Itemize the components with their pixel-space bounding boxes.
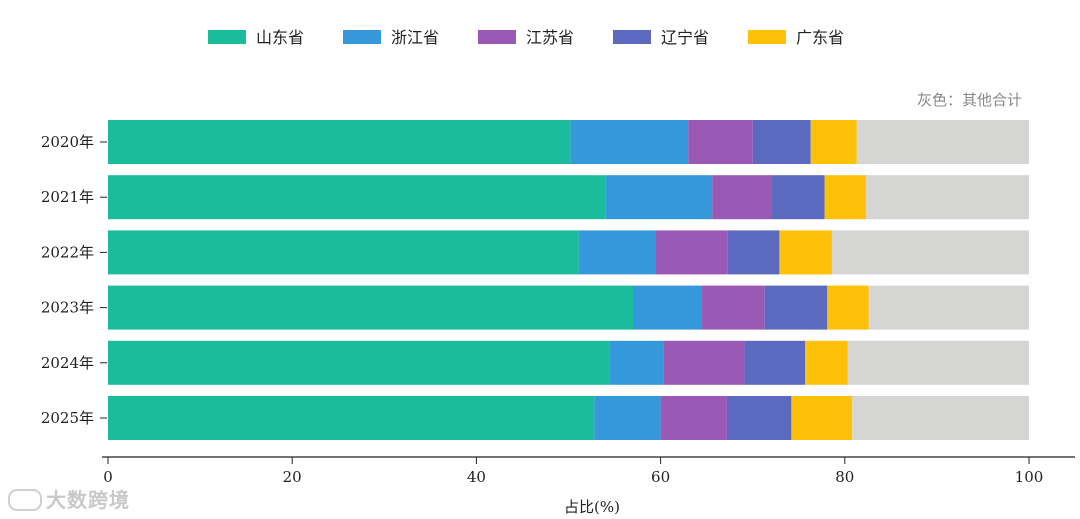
x-tick-label: 80 <box>835 468 854 486</box>
bar-2021年-山东省 <box>108 175 606 220</box>
bar-2020年-山东省 <box>108 120 571 164</box>
legend: 山东省 浙江省 江苏省 辽宁省 广东省 <box>208 28 844 47</box>
bar-2023年-山东省 <box>108 285 633 330</box>
bar-2020年-江苏省 <box>688 120 753 164</box>
x-axis-label: 占比(%) <box>564 498 620 516</box>
bar-2022年-浙江省 <box>578 230 656 275</box>
legend-label-山东省: 山东省 <box>256 28 304 47</box>
legend-swatch-广东省 <box>748 30 786 44</box>
legend-label-广东省: 广东省 <box>796 28 844 47</box>
watermark-text: 大数跨境 <box>46 488 130 512</box>
legend-swatch-浙江省 <box>343 30 381 44</box>
legend-label-辽宁省: 辽宁省 <box>661 28 709 47</box>
bar-2022年-其他合计 <box>831 230 1029 275</box>
x-tick-label: 40 <box>467 468 486 486</box>
bar-2025年-其他合计 <box>852 396 1029 440</box>
y-axis: 2020年 2021年 2022年 2023年 2024年 2025年 <box>41 133 107 427</box>
bar-2025年-江苏省 <box>660 396 727 440</box>
legend-swatch-江苏省 <box>478 30 516 44</box>
bar-2023年-广东省 <box>827 285 869 330</box>
gray-note-annotation: 灰色：其他合计 <box>917 91 1022 109</box>
bar-2022年-江苏省 <box>655 230 728 275</box>
y-tick-label: 2024年 <box>41 354 94 372</box>
bar-2025年-山东省 <box>108 396 595 440</box>
bar-2020年-辽宁省 <box>752 120 811 164</box>
bar-2022年-山东省 <box>108 230 579 275</box>
bar-2020年-广东省 <box>810 120 857 164</box>
bar-2025年-辽宁省 <box>726 396 792 440</box>
bar-2021年-浙江省 <box>605 175 713 220</box>
y-tick-label: 2020年 <box>41 133 94 151</box>
legend-label-江苏省: 江苏省 <box>526 28 574 47</box>
bar-2022年-广东省 <box>779 230 832 275</box>
y-tick-label: 2021年 <box>41 188 94 206</box>
bar-2023年-辽宁省 <box>764 285 828 330</box>
bar-2024年-其他合计 <box>847 340 1029 385</box>
y-tick-label: 2023年 <box>41 299 94 317</box>
bar-2020年-浙江省 <box>570 120 689 164</box>
bars-group <box>108 120 1029 440</box>
x-axis: 0 20 40 60 80 100 <box>102 456 1075 486</box>
bar-2021年-其他合计 <box>865 175 1029 220</box>
y-tick-label: 2022年 <box>41 243 94 261</box>
bar-2020年-其他合计 <box>856 120 1029 164</box>
x-tick-label: 0 <box>103 468 113 486</box>
bar-2024年-江苏省 <box>663 340 745 385</box>
bar-2022年-辽宁省 <box>727 230 780 275</box>
legend-swatch-辽宁省 <box>613 30 651 44</box>
bar-2023年-其他合计 <box>868 285 1029 330</box>
bar-2024年-山东省 <box>108 340 610 385</box>
watermark: 大数跨境 <box>8 484 130 513</box>
bar-2023年-江苏省 <box>702 285 765 330</box>
bar-2024年-广东省 <box>805 340 848 385</box>
x-tick-label: 60 <box>651 468 670 486</box>
bar-2021年-广东省 <box>824 175 866 220</box>
legend-swatch-山东省 <box>208 30 246 44</box>
legend-label-浙江省: 浙江省 <box>391 28 439 47</box>
x-tick-label: 100 <box>1015 468 1044 486</box>
bar-2025年-广东省 <box>791 396 853 440</box>
y-tick-label: 2025年 <box>41 409 94 427</box>
bar-2024年-浙江省 <box>609 340 664 385</box>
bar-2021年-江苏省 <box>712 175 772 220</box>
bar-2023年-浙江省 <box>632 285 703 330</box>
x-tick-label: 20 <box>283 468 302 486</box>
bar-2024年-辽宁省 <box>744 340 806 385</box>
bar-2021年-辽宁省 <box>771 175 825 220</box>
bar-2025年-浙江省 <box>594 396 661 440</box>
watermark-logo-icon <box>8 488 42 511</box>
